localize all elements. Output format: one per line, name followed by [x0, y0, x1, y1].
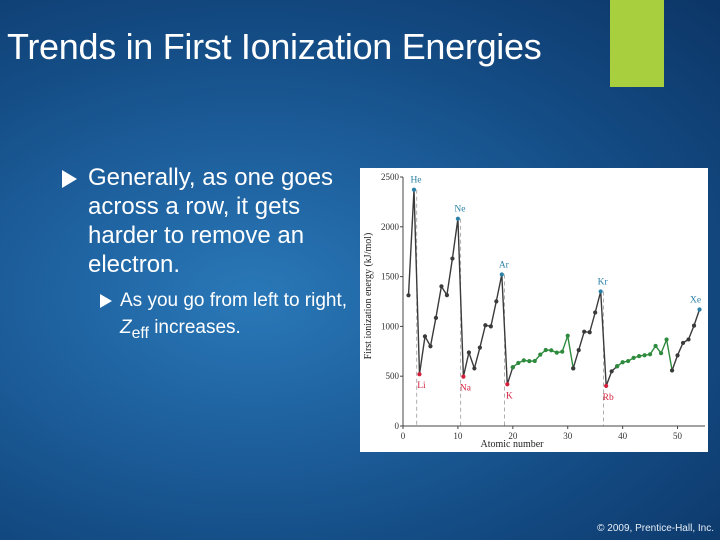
- ionization-energy-chart: 0 500 1000 1500 2000 2500 0 10 20 30 40 50 He Ne Ar Kr…: [360, 168, 708, 452]
- zeff-subscript: eff: [131, 324, 149, 342]
- y-tick-label: 1500: [381, 272, 400, 282]
- data-point: [587, 330, 592, 335]
- data-point: [499, 272, 504, 277]
- data-point: [697, 307, 702, 312]
- data-point: [483, 323, 488, 328]
- y-tick-label: 2500: [381, 172, 400, 182]
- data-point: [444, 293, 450, 298]
- x-tick-label: 20: [508, 431, 518, 441]
- data-point: [653, 343, 658, 349]
- data-point: [510, 365, 515, 370]
- data-point: [516, 360, 521, 366]
- element-label-kr: Kr: [598, 277, 609, 287]
- element-label-li: Li: [417, 381, 426, 391]
- data-point: [598, 289, 603, 294]
- data-point: [428, 344, 433, 349]
- element-label-rb: Rb: [603, 393, 614, 403]
- data-point: [642, 353, 647, 358]
- x-tick-label: 30: [563, 431, 573, 441]
- element-label-ar: Ar: [499, 261, 510, 271]
- y-tick-label: 1000: [381, 321, 400, 331]
- zeff-symbol: Z: [120, 317, 132, 338]
- data-point: [450, 256, 455, 261]
- y-tick-label: 2000: [381, 222, 400, 232]
- data-point: [647, 352, 653, 357]
- y-tick-label: 0: [395, 421, 400, 431]
- element-label-ne: Ne: [454, 205, 465, 215]
- accent-bar: [610, 0, 664, 87]
- x-tick-label: 50: [673, 431, 683, 441]
- data-point: [664, 337, 669, 342]
- data-point: [521, 358, 526, 363]
- data-point: [477, 345, 482, 350]
- slide-title: Trends in First Ionization Energies: [7, 26, 542, 67]
- data-point: [604, 383, 609, 388]
- data-point: [411, 187, 417, 192]
- data-point: [615, 364, 620, 369]
- x-tick-label: 0: [401, 431, 406, 441]
- data-point: [532, 358, 537, 364]
- data-point: [680, 340, 686, 346]
- element-label-he: He: [410, 176, 421, 186]
- y-tick-label: 500: [386, 371, 400, 381]
- bullet-arrow-icon: [62, 166, 77, 195]
- x-axis-label: Atomic number: [480, 439, 544, 450]
- data-point: [631, 355, 636, 360]
- data-point: [488, 324, 493, 329]
- data-point: [472, 366, 477, 371]
- y-axis-label: First ionization energy (kJ/mol): [363, 233, 374, 360]
- element-label-na: Na: [460, 384, 472, 394]
- x-tick-label: 40: [618, 431, 628, 441]
- data-point: [455, 216, 461, 221]
- data-point: [637, 353, 642, 359]
- data-point: [576, 348, 581, 353]
- data-point: [675, 353, 680, 358]
- data-point: [686, 337, 691, 342]
- data-point: [466, 350, 471, 355]
- bullet-item-1: Generally, as one goes across a row, it …: [62, 163, 362, 279]
- data-point: [549, 348, 554, 353]
- data-point: [433, 315, 439, 320]
- data-point: [505, 382, 510, 387]
- data-point: [669, 368, 675, 373]
- data-point: [626, 358, 631, 364]
- data-point: [658, 351, 664, 356]
- x-tick-label: 10: [453, 431, 463, 441]
- bullet-2-text-post: increases.: [148, 317, 241, 338]
- data-point: [439, 284, 444, 289]
- data-point: [543, 347, 548, 353]
- data-point: [422, 334, 428, 339]
- data-point: [609, 369, 614, 374]
- copyright-notice: © 2009, Prentice-Hall, Inc.: [597, 523, 714, 534]
- bullet-list: Generally, as one goes across a row, it …: [62, 163, 362, 347]
- data-point: [461, 374, 466, 379]
- data-point: [417, 372, 422, 377]
- data-point: [560, 349, 565, 354]
- data-point: [554, 350, 559, 355]
- data-point: [494, 299, 499, 304]
- data-point: [691, 323, 697, 328]
- chart-svg: 0 500 1000 1500 2000 2500 0 10 20 30 40 50 He Ne Ar Kr…: [363, 172, 705, 450]
- element-label-xe: Xe: [690, 295, 701, 305]
- bullet-2-text-pre: As you go from left to right,: [120, 290, 348, 311]
- bullet-1-text: Generally, as one goes across a row, it …: [88, 164, 334, 278]
- element-label-k: K: [506, 391, 513, 401]
- data-point: [582, 329, 587, 334]
- data-point: [571, 366, 576, 371]
- data-point: [406, 293, 411, 298]
- data-point: [538, 352, 543, 357]
- data-point: [565, 333, 570, 338]
- bullet-item-2: As you go from left to right, Zeff incre…: [100, 287, 360, 347]
- data-point: [527, 359, 532, 364]
- series-line: [671, 309, 701, 371]
- data-point: [593, 310, 598, 315]
- sub-bullet-arrow-icon: [100, 289, 112, 316]
- data-point: [620, 360, 625, 365]
